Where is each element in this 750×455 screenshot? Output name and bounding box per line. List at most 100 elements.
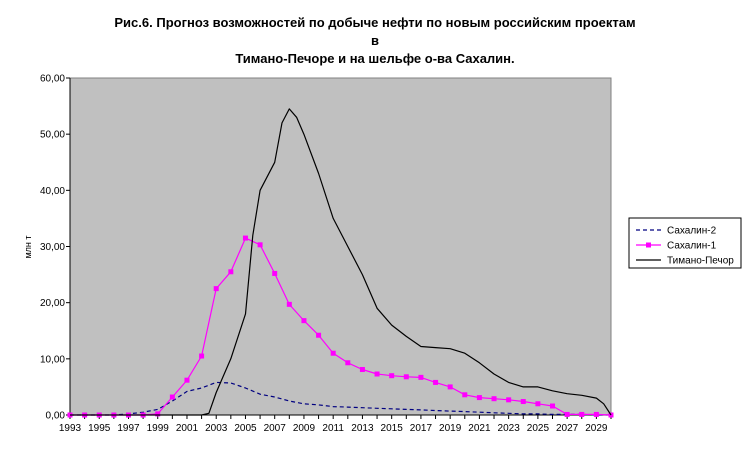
data-point [69,414,70,415]
data-point [389,373,395,379]
data-point [281,122,282,123]
legend-items: Сахалин-2 Сахалин-1 Тимано-Печор [636,226,734,267]
data-point [493,412,494,413]
y-tick-label: 20,00 [40,298,65,309]
data-point [491,396,497,402]
data-point [155,411,161,417]
data-point [199,353,205,359]
data-point [610,414,611,415]
data-point [564,411,570,417]
data-point [479,412,480,413]
data-point [303,134,304,135]
data-point [433,379,439,385]
data-point [506,397,512,403]
legend-label: Сахалин-1 [667,241,717,252]
series-layer [67,108,614,418]
x-tick-label: 2023 [498,423,521,434]
data-point [567,393,568,394]
data-point [201,387,202,388]
data-point [286,301,292,307]
x-tick-label: 2015 [381,423,404,434]
data-point [333,218,334,219]
x-tick-label: 1997 [117,423,140,434]
x-tick-label: 2019 [439,423,462,434]
data-point [296,117,297,118]
legend-item: Сахалин-1 [636,241,717,252]
y-tick-label: 50,00 [40,130,65,141]
data-point [523,413,524,414]
y-tick-label: 10,00 [40,354,65,365]
x-tick-label: 2007 [264,423,287,434]
data-point [303,403,304,404]
data-point [186,391,187,392]
data-point [435,410,436,411]
data-point [420,346,421,347]
series-line [70,381,611,416]
data-point [462,392,468,398]
x-tick-label: 2025 [527,423,550,434]
data-point [113,414,114,415]
legend-marker [646,242,651,248]
data-point [213,286,219,292]
data-point [333,406,334,407]
data-point [157,409,158,410]
data-point [464,411,465,412]
data-point [552,414,553,415]
x-tick-label: 1995 [88,423,111,434]
data-point [464,353,465,354]
data-point [272,270,278,276]
plot-area [69,77,612,416]
data-point [447,384,453,390]
data-point [274,162,275,163]
y-tick-label: 40,00 [40,186,65,197]
data-point [245,387,246,388]
data-point [157,414,158,415]
data-point [450,410,451,411]
legend-label: Тимано-Печор [667,256,734,267]
data-point [391,408,392,409]
y-axis: 0,00 10,00 20,00 30,00 40,00 50,00 60,00 [40,74,71,422]
data-point [403,374,409,380]
data-point [289,108,290,109]
data-point [318,173,319,174]
chart-title-line-3: Тимано-Печоре и на шельфе о-ва Сахалин. [235,51,514,66]
data-point [216,382,217,383]
data-point [252,235,253,236]
x-tick-label: 2027 [556,423,579,434]
data-point [172,400,173,401]
data-point [376,408,377,409]
x-tick-label: 1999 [147,423,170,434]
data-point [493,373,494,374]
data-point [84,414,85,415]
data-point [376,308,377,309]
data-point [579,411,585,417]
data-point [230,382,231,383]
data-point [535,401,541,407]
x-tick-label: 2021 [468,423,491,434]
x-tick-label: 2003 [205,423,228,434]
data-point [184,377,190,383]
y-tick-label: 30,00 [40,242,65,253]
x-tick-label: 2013 [351,423,374,434]
data-point [245,313,246,314]
data-point [169,394,175,400]
data-point [347,407,348,408]
data-point [593,411,599,417]
data-point [316,332,322,338]
data-point [318,404,319,405]
data-point [128,414,129,415]
x-tick-label: 2005 [234,423,257,434]
data-point [347,246,348,247]
data-point [552,390,553,391]
data-point [99,414,100,415]
data-point [143,414,144,415]
data-point [391,325,392,326]
data-point [345,360,351,366]
data-point [550,403,556,409]
data-point [301,318,307,324]
x-tick-label: 2017 [410,423,433,434]
series-1 [70,381,611,416]
data-point [596,398,597,399]
chart-title-line-2: в [371,33,379,48]
